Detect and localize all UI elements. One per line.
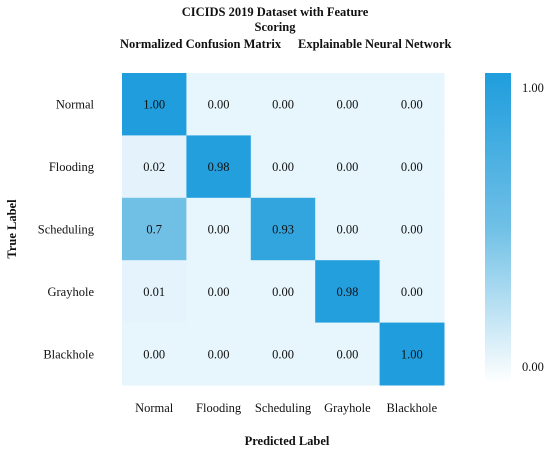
cell-label-r4-c1: 0.00 [208,347,230,361]
cell-label-r0-c3: 0.00 [336,98,358,112]
chart-subtitle-left: Normalized Confusion Matrix [120,37,282,51]
x-tick-scheduling: Scheduling [255,401,312,415]
y-tick-flooding: Flooding [49,160,95,174]
heatmap-cell-r4-c4 [379,322,445,386]
cell-label-r1-c2: 0.00 [272,160,294,174]
cell-label-r4-c4: 1.00 [401,347,423,361]
heatmap-cell-r3-c3 [315,260,381,324]
cell-label-r4-c0: 0.00 [143,347,165,361]
cell-label-r1-c1: 0.98 [208,160,230,174]
heatmap-cell-r0-c1 [186,73,252,136]
cell-label-r2-c1: 0.00 [208,223,230,237]
cell-label-r0-c2: 0.00 [272,98,294,112]
cell-label-r4-c2: 0.00 [272,347,294,361]
y-tick-normal: Normal [56,98,95,112]
y-tick-labels: Normal Flooding Scheduling Grayhole Blackhol… [38,98,95,362]
x-tick-flooding: Flooding [196,401,242,415]
x-tick-labels: Normal Flooding Scheduling Grayhole Blackhol… [135,401,437,415]
y-tick-scheduling: Scheduling [38,223,95,237]
x-tick-normal: Normal [135,401,174,415]
cell-label-r2-c3: 0.00 [336,223,358,237]
heatmap-cell-r1-c3 [315,135,381,199]
colorbar-min-label: 0.00 [522,360,544,374]
heatmap-cell-r3-c1 [186,260,252,324]
heatmap-cell-r0-c4 [379,73,445,136]
heatmap-cell-r2-c3 [315,197,381,261]
heatmap-cell-r1-c0 [122,135,187,199]
colorbar-max-label: 1.00 [522,81,544,95]
y-tick-blackhole: Blackhole [43,347,94,361]
cell-label-r2-c2: 0.93 [272,223,294,237]
x-axis-label: Predicted Label [245,434,330,448]
heatmap-cell-r3-c0 [122,260,187,324]
heatmap-cells [122,73,445,386]
heatmap-cell-r2-c0 [122,197,187,261]
heatmap-cell-r2-c1 [186,197,252,261]
heatmap-cell-r4-c0 [122,322,187,386]
heatmap-cell-r4-c1 [186,322,252,386]
cell-label-r1-c0: 0.02 [143,160,165,174]
cell-label-r4-c3: 0.00 [336,347,358,361]
heatmap-cell-r1-c1 [186,135,252,199]
chart-subtitle-right: Explainable Neural Network [298,37,452,51]
cell-label-r3-c4: 0.00 [401,285,423,299]
y-axis-label: True Label [5,199,19,259]
y-tick-grayhole: Grayhole [47,285,94,299]
chart-title-line-2: Scoring [254,20,296,34]
colorbar [485,73,511,383]
cell-label-r3-c3: 0.98 [336,285,358,299]
heatmap-cell-r1-c4 [379,135,445,199]
heatmap-cell-r3-c2 [250,260,316,324]
x-tick-grayhole: Grayhole [324,401,371,415]
heatmap-cell-r2-c2 [250,197,316,261]
cell-label-r2-c0: 0.7 [146,223,162,237]
heatmap-cell-r0-c0 [122,73,187,136]
heatmap-cell-r2-c4 [379,197,445,261]
heatmap-cell-r0-c2 [250,73,316,136]
cell-label-r3-c0: 0.01 [143,285,165,299]
x-tick-blackhole: Blackhole [386,401,437,415]
cell-label-r3-c1: 0.00 [208,285,230,299]
cell-label-r2-c4: 0.00 [401,223,423,237]
cell-label-r0-c0: 1.00 [143,98,165,112]
heatmap-cell-r4-c2 [250,322,316,386]
cell-label-r1-c3: 0.00 [336,160,358,174]
cell-label-r0-c4: 0.00 [401,98,423,112]
heatmap-cell-r3-c4 [379,260,445,324]
heatmap-cell-r4-c3 [315,322,381,386]
heatmap-cell-labels: 1.00 0.00 0.00 0.00 0.00 0.02 0.98 0.00 0.00 0.00… [143,98,422,362]
cell-label-r1-c4: 0.00 [401,160,423,174]
chart-title-line-1: CICIDS 2019 Dataset with Feature [181,5,369,19]
cell-label-r0-c1: 0.00 [208,98,230,112]
heatmap-cell-r1-c2 [250,135,316,199]
cell-label-r3-c2: 0.00 [272,285,294,299]
heatmap-cell-r0-c3 [315,73,381,136]
